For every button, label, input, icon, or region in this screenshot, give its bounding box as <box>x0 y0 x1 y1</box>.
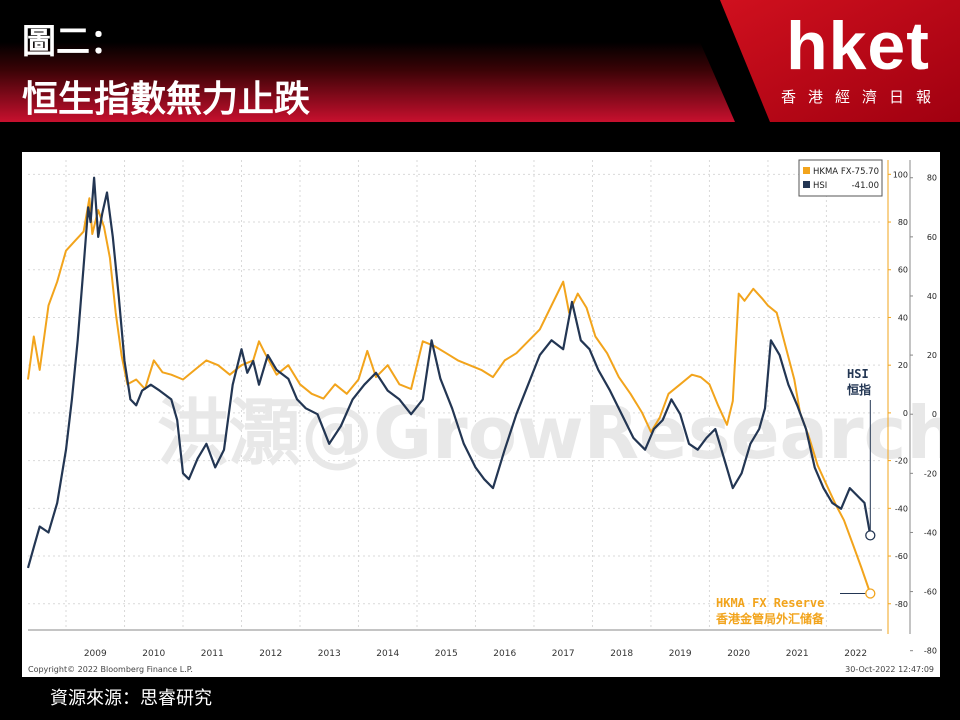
chart-svg: 洪灝@GrowResearch 2009 2010 2011 2012 2013 2014… <box>26 159 940 674</box>
x-tick-label: 2011 <box>201 649 224 659</box>
y-tick-label-hsi: -40 <box>924 528 937 537</box>
y-tick-label-hkma: 80 <box>898 218 908 227</box>
y-tick-label-hkma: 100 <box>893 170 908 179</box>
legend-swatch-hsi <box>803 181 810 188</box>
series-line-hsi <box>26 176 872 569</box>
annotation-hsi-label: HSI <box>847 367 869 381</box>
logo-panel <box>720 0 960 122</box>
y-tick-label-hsi: -20 <box>924 469 937 478</box>
y-tick-label-hkma: 0 <box>903 409 908 418</box>
y-tick-label-hsi: 20 <box>927 351 937 360</box>
y-tick-label-hsi: -80 <box>924 647 937 656</box>
x-tick-label: 2013 <box>318 649 341 659</box>
y-tick-label-hkma: -40 <box>895 504 908 513</box>
x-tick-label: 2022 <box>844 649 867 659</box>
timestamp-text: 30-Oct-2022 12:47:09 <box>845 665 934 674</box>
chart-annotations: HSI 恒指 HKMA FX Reserve 香港金管局外汇储备 <box>715 367 876 626</box>
page-title-line-2: 恒生指數無力止跌 <box>22 79 311 120</box>
x-tick-label: 2020 <box>727 649 750 659</box>
y-tick-label-hsi: 0 <box>932 410 937 419</box>
legend-value-hkma: -75.70 <box>852 167 879 177</box>
x-tick-label: 2021 <box>786 649 809 659</box>
header-banner: 圖二： 恒生指數無力止跌 hket 香港經濟日報 <box>0 0 960 122</box>
page-title-line-1: 圖二： <box>22 22 124 62</box>
y-tick-label-hkma: -80 <box>895 600 908 609</box>
annotation-hsi-label-zh: 恒指 <box>847 382 871 397</box>
watermark: 洪灝@GrowResearch <box>157 391 940 475</box>
x-tick-label: 2015 <box>435 649 458 659</box>
annotation-hkma-label-zh: 香港金管局外汇储备 <box>715 611 825 626</box>
chart-legend: HKMA FX -75.70 HSI -41.00 <box>798 159 883 197</box>
legend-label-hkma: HKMA FX <box>813 167 852 177</box>
source-caption: 資源來源：思睿研究 <box>50 688 212 709</box>
hsi-endpoint-marker <box>865 530 876 541</box>
chart-axes: 2009 2010 2011 2012 2013 2014 2015 2016 2017 2018… <box>28 160 937 659</box>
y-tick-label-hkma: 60 <box>898 266 908 275</box>
x-tick-label: 2010 <box>142 649 165 659</box>
legend-value-hsi: -41.00 <box>852 181 879 191</box>
hket-logo: hket 香港經濟日報 <box>768 6 948 116</box>
y-tick-label-hsi: 80 <box>927 174 937 183</box>
x-tick-label: 2014 <box>376 649 399 659</box>
x-tick-label: 2009 <box>84 649 107 659</box>
y-tick-label-hkma: 40 <box>898 313 908 322</box>
y-tick-label-hsi: 40 <box>927 292 937 301</box>
y-tick-label-hkma: -20 <box>895 457 908 466</box>
logo-subtitle: 香港經濟日報 <box>780 88 943 106</box>
annotation-hkma-label: HKMA FX Reserve <box>716 596 824 610</box>
x-tick-label: 2016 <box>493 649 516 659</box>
y-tick-label-hkma: -60 <box>895 552 908 561</box>
logo-text: hket <box>786 8 930 84</box>
chart-panel: 洪灝@GrowResearch 2009 2010 2011 2012 2013 2014… <box>22 152 940 677</box>
title-band <box>0 42 735 122</box>
x-tick-label: 2017 <box>552 649 575 659</box>
chart-grid <box>28 160 882 630</box>
x-tick-label: 2012 <box>259 649 282 659</box>
y-tick-label-hsi: -60 <box>924 588 937 597</box>
y-tick-label-hsi: 60 <box>927 233 937 242</box>
legend-label-hsi: HSI <box>813 181 827 191</box>
x-tick-label: 2018 <box>610 649 633 659</box>
legend-box <box>798 159 883 197</box>
x-tick-label: 2019 <box>669 649 692 659</box>
hkma-endpoint-marker <box>865 588 876 599</box>
series-layer <box>26 176 872 594</box>
banner-shape <box>0 0 960 122</box>
legend-swatch-hkma <box>803 167 810 174</box>
y-tick-label-hkma: 20 <box>898 361 908 370</box>
copyright-text: Copyright© 2022 Bloomberg Finance L.P. <box>28 665 193 674</box>
